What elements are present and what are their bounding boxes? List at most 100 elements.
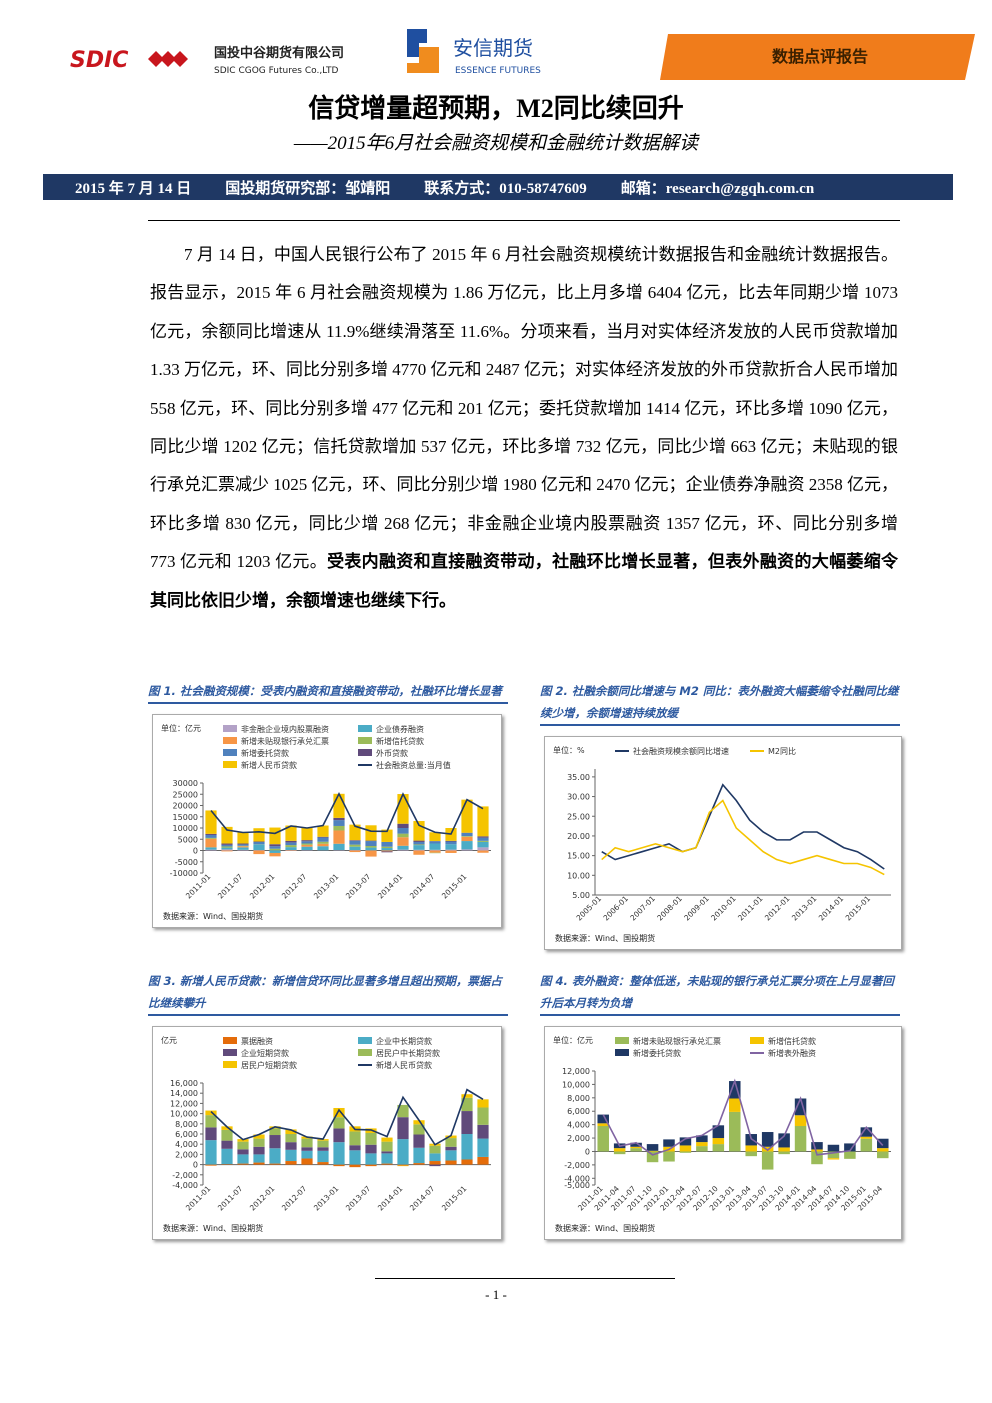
x-tick-label: 2012-07 <box>280 1184 309 1213</box>
legend-label: 新增信托贷款 <box>768 1036 816 1046</box>
bar-segment <box>477 1156 489 1165</box>
x-tick-label: 2011-07 <box>216 1184 245 1213</box>
bar-segment <box>301 828 313 841</box>
page-number: - 1 - <box>485 1287 507 1302</box>
y-tick-label: -2,000 <box>564 1161 590 1170</box>
bar-segment <box>301 843 313 845</box>
bar-segment <box>679 1145 692 1152</box>
bar-segment <box>630 1146 642 1149</box>
bar-segment <box>285 840 297 843</box>
source-note: 数据来源：Wind、国投期货 <box>163 1223 263 1233</box>
bar-segment <box>696 1146 708 1152</box>
bar-segment <box>613 1151 626 1155</box>
bar-segment <box>445 1160 457 1165</box>
bar-segment <box>269 850 281 853</box>
company-en: SDIC CGOG Futures Co.,LTD <box>214 66 338 76</box>
bar-segment <box>381 1137 393 1142</box>
bar-segment <box>477 1099 489 1108</box>
x-tick-label: 2014-07 <box>408 872 437 901</box>
bar-segment <box>269 1128 281 1136</box>
bar-segment <box>811 1149 823 1152</box>
bar-segment <box>333 793 345 818</box>
y-tick-label: -5000 <box>175 858 198 867</box>
body-bold: 受表内融资和直接融资带动，社融环比增长显著，但表外融资的大幅萎缩令其同比依旧少增… <box>150 552 899 610</box>
logo-sdic: SDIC 国投中谷期货有限公司 SDIC CGOG Futures Co.,LT… <box>70 45 344 76</box>
y-tick-label: 5.00 <box>572 891 590 900</box>
bar-segment <box>429 849 441 851</box>
y-tick-label: 16,000 <box>170 1079 198 1088</box>
bar-segment <box>285 1129 297 1134</box>
bar-segment <box>301 1158 313 1165</box>
bar-segment <box>349 1145 361 1151</box>
bar-segment <box>333 817 345 821</box>
chart: 单位：% 社会融资规模余额同比增速 M2同比 5.00 10.00 15.00 20.00 2… <box>544 736 902 950</box>
bar-segment <box>269 1163 281 1165</box>
bar-segment <box>381 841 393 847</box>
x-tick-label: 2014-01 <box>817 894 846 923</box>
legend-swatch <box>223 737 237 744</box>
y-tick-label: 35.00 <box>567 773 590 782</box>
bar-segment <box>285 845 297 848</box>
bar-segment <box>333 1107 345 1118</box>
x-tick-label: 2015-01 <box>844 894 873 923</box>
legend-label: 票据融资 <box>241 1036 273 1046</box>
bar-segment <box>445 840 457 842</box>
y-tick-label: 4,000 <box>175 1140 198 1149</box>
legend-label: 新增表外融资 <box>768 1048 816 1058</box>
bar-segment <box>365 846 377 848</box>
bar-segment <box>221 846 233 848</box>
bar-segment <box>429 1161 441 1165</box>
y-tick-label: 20.00 <box>567 832 590 841</box>
source-note: 数据来源：Wind、国投期货 <box>555 1223 655 1233</box>
bar-segment <box>221 844 233 847</box>
bar-segment <box>429 843 441 850</box>
bar-segment <box>317 843 329 847</box>
bar-segment <box>477 1124 489 1139</box>
x-tick-label: 2014-01 <box>376 872 405 901</box>
bar-segment <box>221 1140 233 1149</box>
y-tick-label: 25000 <box>173 790 198 799</box>
bar-segment <box>712 1125 725 1139</box>
legend-swatch <box>358 1049 372 1056</box>
bar-segment <box>413 849 425 851</box>
line-series <box>602 1078 884 1156</box>
bar-segment <box>413 1120 425 1125</box>
bar-segment <box>827 1158 840 1160</box>
bar-segment <box>381 1163 393 1165</box>
bar-segment <box>794 1098 807 1116</box>
bar-segment <box>253 1146 265 1155</box>
footer-rule <box>375 1278 675 1279</box>
company-cn: 国投中谷期货有限公司 <box>214 45 344 61</box>
bar-segment <box>237 846 249 848</box>
bar-segment <box>365 850 377 857</box>
bar-segment <box>413 840 425 842</box>
legend-swatch <box>223 1061 237 1068</box>
legend-swatch <box>223 725 237 732</box>
bar-segment <box>221 847 233 850</box>
bar-segment <box>205 838 217 848</box>
bar-segment <box>237 1149 249 1155</box>
legend-label: 非金融企业境内股票融资 <box>241 724 329 734</box>
subtitle: ——2015年6月社会融资规模和金融统计数据解读 <box>293 133 699 154</box>
bar-segment <box>253 844 265 851</box>
bar-segment <box>253 828 265 842</box>
bar-segment <box>349 824 361 841</box>
y-tick-label: 20000 <box>173 802 198 811</box>
bar-segment <box>221 849 233 851</box>
y-tick-label: -4,000 <box>172 1181 198 1190</box>
source-note: 数据来源：Wind、国投期货 <box>555 933 655 943</box>
bar-segment <box>696 1142 708 1147</box>
logo-essence: 安信期货 ESSENCE FUTURES <box>407 29 541 76</box>
x-tick-label: 2014-07 <box>408 1184 437 1213</box>
bar-segment <box>333 825 345 831</box>
unit-label: 亿元 <box>161 1035 177 1045</box>
legend-swatch <box>615 1037 629 1044</box>
bar-segment <box>461 1111 473 1134</box>
bar-segment <box>597 1125 609 1152</box>
bar-segment <box>205 810 217 834</box>
bar-segment <box>397 849 409 851</box>
bar-segment <box>301 1150 313 1159</box>
bar-segment <box>397 1165 409 1167</box>
